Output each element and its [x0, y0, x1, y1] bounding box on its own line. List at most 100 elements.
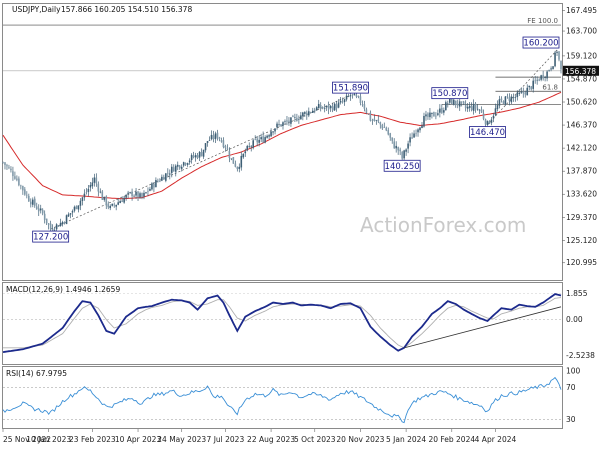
candle	[59, 218, 62, 227]
candle	[216, 129, 219, 141]
candle	[113, 202, 116, 208]
candle-body	[89, 185, 92, 188]
last-price-badge	[563, 65, 599, 76]
candle-body	[244, 151, 247, 154]
candle-body	[123, 197, 125, 203]
candle-body	[468, 105, 471, 108]
candle-body	[234, 163, 237, 167]
candle-body	[516, 92, 519, 98]
candle	[417, 128, 419, 137]
candle-body	[178, 165, 181, 169]
x-axis-label: 5 Jan 2024	[386, 435, 426, 444]
fib-label: FE 100.0	[527, 17, 558, 25]
price-layer: FE 100.0 61.8 127.200 151.890 140.250 150.870…	[2, 17, 562, 243]
candle	[202, 149, 205, 159]
candle-body	[530, 86, 533, 90]
candle	[365, 107, 368, 115]
candle-body	[353, 94, 356, 96]
candle	[554, 50, 556, 68]
candle-body	[319, 105, 322, 109]
candle-body	[254, 138, 256, 140]
candle	[357, 95, 360, 99]
candle	[254, 135, 256, 141]
candle-body	[182, 162, 185, 166]
candle	[331, 103, 334, 113]
candle	[109, 204, 112, 211]
candle-body	[518, 92, 521, 94]
candle-body	[409, 137, 411, 143]
candle	[321, 106, 324, 110]
candle-body	[371, 120, 374, 121]
candle-body	[45, 218, 48, 224]
candle	[317, 99, 320, 109]
candle	[443, 107, 445, 116]
candle	[20, 184, 22, 190]
candle	[335, 101, 338, 112]
candle	[182, 161, 185, 168]
price-axis-label: 129.370	[566, 213, 597, 222]
candle-body	[133, 195, 135, 197]
candle-body	[341, 101, 344, 103]
candle	[67, 212, 70, 217]
candle-body	[63, 222, 66, 224]
candle-body	[278, 124, 280, 125]
candle-body	[284, 121, 286, 122]
candle-body	[174, 165, 177, 172]
price-annotation-box	[32, 230, 70, 243]
candle	[224, 144, 227, 152]
candle-body	[222, 140, 225, 148]
candle	[91, 177, 94, 189]
candle	[244, 148, 247, 157]
candle-body	[153, 183, 155, 188]
candle-body	[413, 133, 415, 138]
candle-body	[170, 166, 173, 173]
candle	[214, 131, 217, 143]
candle-body	[67, 214, 70, 217]
candle	[141, 192, 143, 200]
candle-body	[441, 107, 443, 113]
candle	[454, 100, 457, 108]
candle	[22, 185, 24, 195]
candle-body	[218, 137, 221, 140]
candle	[258, 135, 260, 147]
candle-body	[163, 176, 165, 180]
candle-body	[508, 97, 511, 101]
candle-body	[264, 137, 266, 143]
candle	[311, 107, 314, 114]
candle-body	[107, 204, 110, 208]
price-axis-label: 150.620	[566, 98, 597, 107]
candle	[123, 196, 125, 204]
candle	[151, 182, 153, 191]
candle-body	[262, 136, 264, 143]
candle	[462, 100, 465, 106]
candle	[196, 153, 199, 160]
candle-body	[470, 106, 473, 111]
candle-body	[228, 150, 231, 158]
candle	[200, 148, 203, 157]
candle	[530, 85, 533, 91]
candle-body	[85, 192, 88, 194]
candle-body	[186, 163, 189, 165]
candle-body	[367, 113, 370, 115]
candle-body	[101, 191, 104, 200]
candle	[163, 174, 165, 180]
candle-body	[91, 182, 94, 187]
candle-body	[560, 60, 562, 70]
candle-body	[361, 104, 364, 105]
candle	[69, 213, 72, 219]
candle-body	[111, 203, 114, 206]
price-axis-label: 159.120	[566, 51, 597, 60]
x-axis-label: 24 May 2023	[157, 435, 206, 444]
candle	[6, 163, 8, 171]
candle	[24, 187, 26, 196]
candle-body	[194, 155, 197, 158]
candle-body	[383, 127, 386, 128]
candle	[127, 190, 129, 199]
candle-body	[325, 105, 328, 108]
candle-body	[202, 149, 205, 157]
candle-body	[443, 110, 445, 113]
macd-line	[2, 293, 562, 353]
candle	[347, 93, 350, 98]
price-panel-frame	[2, 3, 563, 281]
candle	[399, 147, 401, 156]
